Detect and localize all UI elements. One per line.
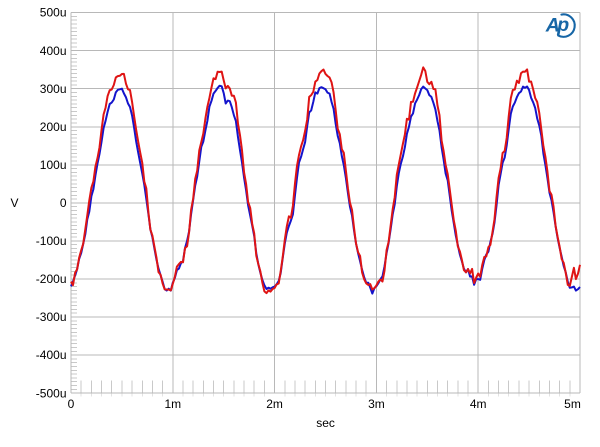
svg-text:1m: 1m <box>164 397 181 411</box>
svg-text:A: A <box>545 14 560 36</box>
svg-text:-200u: -200u <box>36 272 67 286</box>
svg-text:-300u: -300u <box>36 310 67 324</box>
svg-text:0: 0 <box>60 196 67 210</box>
svg-text:300u: 300u <box>40 82 67 96</box>
svg-text:-500u: -500u <box>36 386 67 400</box>
svg-text:V: V <box>10 196 18 210</box>
svg-text:3m: 3m <box>368 397 385 411</box>
svg-text:-400u: -400u <box>36 348 67 362</box>
svg-text:-100u: -100u <box>36 234 67 248</box>
svg-text:5m: 5m <box>564 397 581 411</box>
svg-text:0: 0 <box>68 397 75 411</box>
svg-text:sec: sec <box>316 416 335 430</box>
svg-text:4m: 4m <box>470 397 487 411</box>
svg-text:400u: 400u <box>40 44 67 58</box>
svg-text:2m: 2m <box>266 397 283 411</box>
svg-text:500u: 500u <box>40 6 67 20</box>
svg-text:p: p <box>556 14 569 36</box>
svg-text:100u: 100u <box>40 158 67 172</box>
svg-text:200u: 200u <box>40 120 67 134</box>
